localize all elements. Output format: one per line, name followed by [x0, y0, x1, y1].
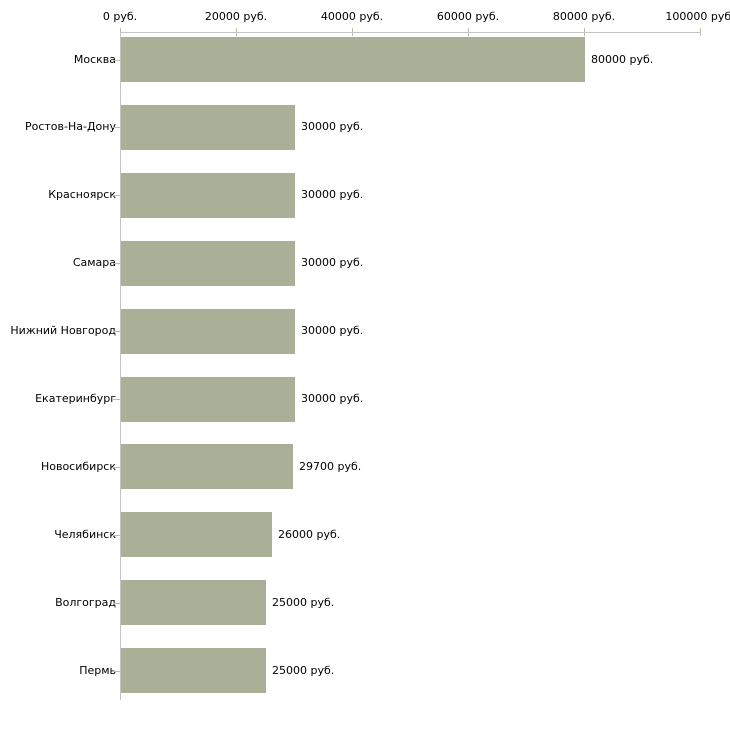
- x-axis-tick-label: 100000 руб.: [665, 10, 730, 23]
- x-axis-tick-label: 0 руб.: [102, 10, 138, 23]
- value-label: 30000 руб.: [301, 188, 364, 201]
- category-label: Нижний Новгород: [10, 324, 116, 337]
- bar-8: [121, 512, 272, 557]
- category-tick-mark: [113, 127, 120, 128]
- category-label: Красноярск: [48, 188, 116, 201]
- y-axis-line: [120, 32, 121, 700]
- x-axis-line: [120, 32, 701, 33]
- value-label: 25000 руб.: [272, 664, 335, 677]
- category-tick-mark: [113, 195, 120, 196]
- value-label: 80000 руб.: [591, 53, 654, 66]
- category-tick-mark: [113, 399, 120, 400]
- category-label: Самара: [72, 256, 116, 269]
- x-axis-tick-label: 20000 руб.: [204, 10, 268, 23]
- x-axis-tick-label: 60000 руб.: [436, 10, 500, 23]
- bar-2: [121, 105, 295, 150]
- category-tick-mark: [113, 603, 120, 604]
- category-label: Волгоград: [55, 596, 116, 609]
- x-axis-tick-label: 80000 руб.: [552, 10, 616, 23]
- category-tick-mark: [113, 671, 120, 672]
- bar-9: [121, 580, 266, 625]
- bar-10: [121, 648, 266, 693]
- bar-3: [121, 173, 295, 218]
- category-label: Челябинск: [54, 528, 116, 541]
- bar-4: [121, 241, 295, 286]
- value-label: 29700 руб.: [299, 460, 362, 473]
- bar-5: [121, 309, 295, 354]
- category-tick-mark: [113, 331, 120, 332]
- category-tick-mark: [113, 263, 120, 264]
- value-label: 26000 руб.: [278, 528, 341, 541]
- category-label: Пермь: [79, 664, 116, 677]
- value-label: 30000 руб.: [301, 392, 364, 405]
- category-label: Москва: [73, 53, 116, 66]
- category-label: Екатеринбург: [35, 392, 116, 405]
- bar-1: [121, 37, 585, 82]
- category-tick-mark: [113, 535, 120, 536]
- x-axis-tick-label: 40000 руб.: [320, 10, 384, 23]
- category-tick-mark: [113, 60, 120, 61]
- bar-6: [121, 377, 295, 422]
- value-label: 30000 руб.: [301, 120, 364, 133]
- value-label: 25000 руб.: [272, 596, 335, 609]
- value-label: 30000 руб.: [301, 256, 364, 269]
- category-tick-mark: [113, 467, 120, 468]
- category-label: Новосибирск: [40, 460, 116, 473]
- category-label: Ростов-На-Дону: [24, 120, 116, 133]
- bar-7: [121, 444, 293, 489]
- value-label: 30000 руб.: [301, 324, 364, 337]
